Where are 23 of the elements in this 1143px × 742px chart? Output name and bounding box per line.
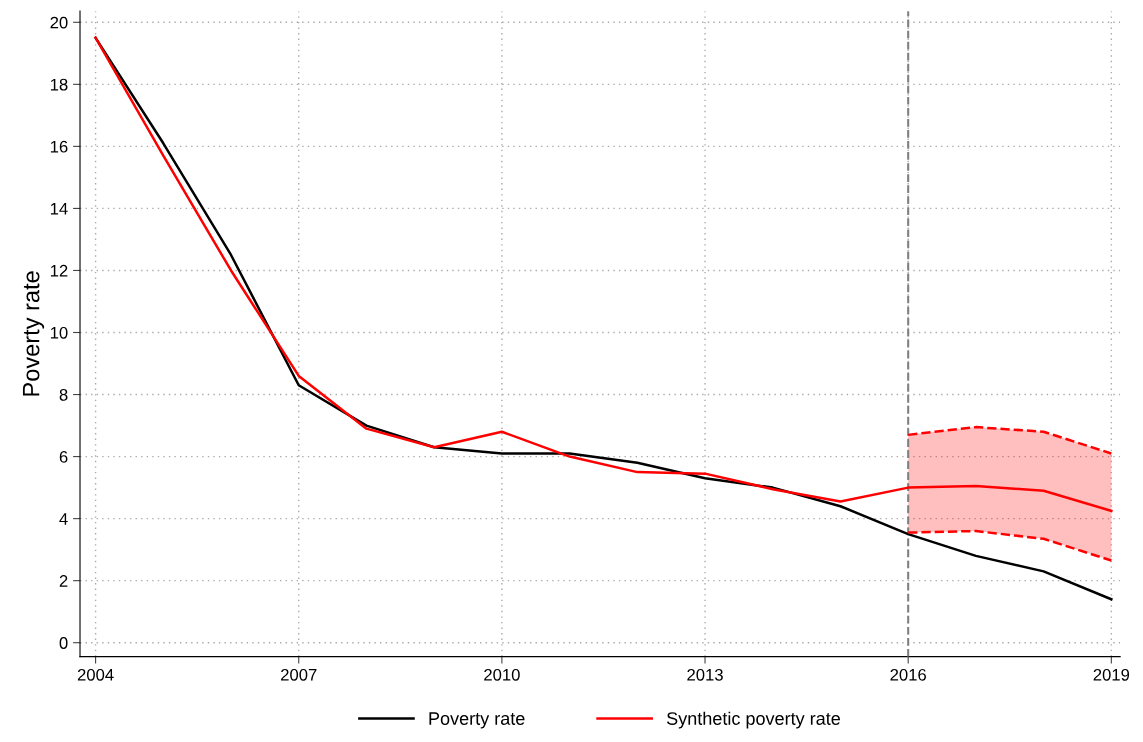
legend-label: Poverty rate: [429, 712, 525, 729]
line-series: [94, 36, 1113, 513]
x-tick-label: 2016: [890, 668, 926, 681]
y-tick-label: 18: [50, 78, 68, 91]
y-tick-label: 0: [59, 637, 68, 649]
x-tick-label: 2019: [1093, 668, 1130, 681]
y-tick-label: 4: [59, 513, 68, 525]
x-tick-label: 2013: [687, 668, 723, 681]
line-series: [906, 529, 1113, 562]
x-tick-label: 2004: [77, 668, 114, 681]
y-axis-title: Poverty rate: [22, 271, 45, 396]
y-tick-label: 14: [50, 202, 68, 215]
y-tick-label: 8: [59, 388, 68, 401]
x-tick-label: 2007: [281, 668, 317, 681]
y-tick-label: 2: [59, 575, 68, 587]
y-tick-label: 10: [50, 326, 68, 339]
x-tick-label: 2010: [484, 668, 520, 681]
y-tick-label: 12: [50, 264, 68, 277]
y-tick-label: 6: [59, 450, 68, 463]
y-tick-label: 16: [50, 140, 68, 153]
line-series: [906, 425, 1113, 455]
y-tick-label: 20: [50, 16, 68, 29]
legend-label: Synthetic poverty rate: [666, 711, 840, 729]
